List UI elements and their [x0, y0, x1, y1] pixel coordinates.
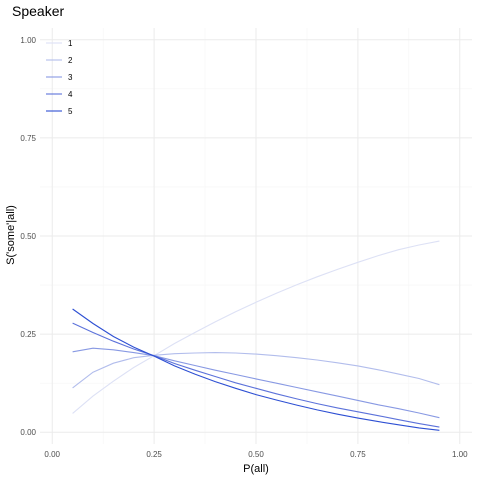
legend-label-4: 4 [68, 90, 73, 99]
y-axis-title: S('some'|all) [5, 205, 17, 265]
x-tick-label: 0.25 [146, 450, 162, 459]
legend: 1 2 3 4 5 [46, 39, 73, 116]
y-axis-ticks: 0.00 0.25 0.50 0.75 1.00 [20, 36, 36, 437]
series-line-4 [72, 322, 440, 428]
x-tick-label: 0.75 [350, 450, 366, 459]
legend-label-1: 1 [68, 39, 73, 48]
legend-label-5: 5 [68, 107, 73, 116]
series-line-2 [72, 352, 440, 389]
x-tick-label: 0.00 [44, 450, 60, 459]
y-tick-label: 0.00 [20, 428, 36, 437]
grid [40, 28, 472, 444]
y-tick-label: 1.00 [20, 36, 36, 45]
x-axis-title: P(all) [243, 463, 269, 475]
y-tick-label: 0.50 [20, 232, 36, 241]
legend-label-3: 3 [68, 73, 73, 82]
y-tick-label: 0.75 [20, 134, 36, 143]
y-tick-label: 0.25 [20, 330, 36, 339]
legend-label-2: 2 [68, 56, 73, 65]
x-axis-ticks: 0.00 0.25 0.50 0.75 1.00 [44, 450, 468, 459]
series-line-3 [72, 347, 440, 419]
series-line-1 [72, 240, 440, 414]
x-tick-label: 1.00 [452, 450, 468, 459]
series-lines [72, 240, 440, 431]
x-tick-label: 0.50 [248, 450, 264, 459]
series-line-5 [72, 308, 440, 431]
chart-title: Speaker [12, 3, 64, 19]
